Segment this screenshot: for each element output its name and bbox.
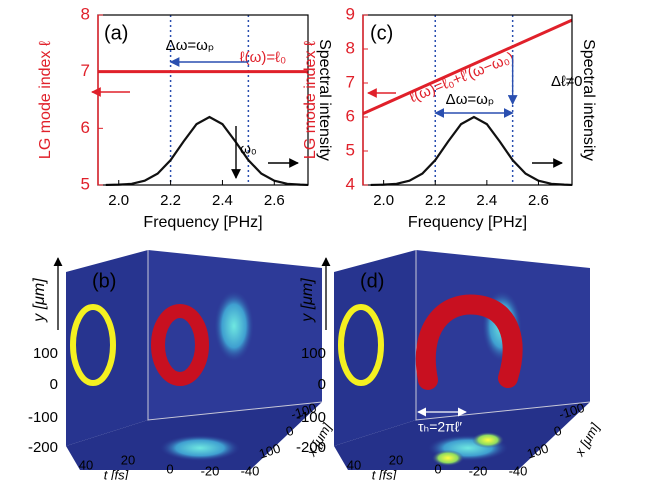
x-tick-label: 2.0 (108, 192, 129, 209)
y-axis-label: y [μm] (31, 278, 48, 323)
z-axis-label: t [fs] (104, 467, 129, 480)
y-tick-label: -200 (28, 439, 58, 456)
z-tick-label: 0 (434, 461, 441, 476)
projection-glow (214, 290, 254, 362)
z-tick-label: 0 (166, 461, 173, 476)
annotation: ℓ(ω)=ℓ₀ (240, 49, 286, 66)
projection-ring (338, 304, 384, 386)
z-tick-label: 20 (121, 452, 135, 467)
y-tick-label: 5 (346, 140, 355, 159)
z-tick-label: -20 (469, 463, 488, 478)
back-wall (334, 250, 416, 446)
x-tick-label: 2.4 (212, 192, 233, 209)
x-tick-label: 2.2 (425, 192, 446, 209)
z-tick-label: 40 (347, 457, 361, 472)
box-edge (147, 250, 323, 421)
y-tick-label: 8 (81, 4, 90, 23)
x-tick-label: 0 (284, 423, 296, 440)
z-tick-label: -40 (241, 463, 260, 478)
y-tick-label: 9 (346, 4, 355, 23)
annotation: τₕ=2πℓ′ (418, 419, 462, 435)
x-tick-label: 2.2 (160, 192, 181, 209)
y-tick-label: 7 (346, 72, 355, 91)
y-tick-label: -200 (296, 439, 326, 456)
x-tick-label: 100 (257, 441, 282, 462)
y-axis-label: LG mode index ℓ (302, 41, 319, 159)
annotation: (c) (370, 22, 393, 44)
projection-glow (432, 450, 464, 466)
series-line (370, 115, 573, 187)
annotation: Δω=ωₚ (166, 37, 215, 54)
y-tick-label: 0 (50, 376, 58, 393)
panel-label: (b) (92, 270, 116, 292)
x-tick-label: 2.6 (528, 192, 549, 209)
x-tick-label: 100 (525, 441, 550, 462)
box-edge (415, 250, 591, 421)
annotation: Δℓ≠0 (551, 73, 582, 90)
x-tick-label: 0 (552, 423, 564, 440)
y-axis-label: LG mode index ℓ (37, 41, 54, 159)
torus (415, 294, 523, 390)
x-axis-label: Frequency [PHz] (143, 214, 262, 231)
annotation: (a) (104, 22, 128, 44)
y-tick-label: 4 (346, 174, 355, 193)
back-wall (66, 250, 148, 446)
x-axis-label: x [μm] (571, 420, 602, 459)
y-tick-label: 100 (301, 345, 326, 362)
y-tick-label: -100 (296, 409, 326, 426)
y2-axis-label: Spectral intensity (316, 39, 333, 161)
annotation: ω₀ (240, 141, 257, 157)
y-axis-label: y [μm] (299, 278, 316, 323)
y-tick-label: 6 (346, 106, 355, 125)
x-tick-label: 2.6 (264, 192, 285, 209)
y-tick-label: 6 (81, 118, 90, 137)
y-tick-label: -100 (28, 409, 58, 426)
projection-glow (472, 432, 504, 448)
z-tick-label: -20 (201, 463, 220, 478)
z-tick-label: -40 (509, 463, 528, 478)
y2-axis-label: Spectral intensity (580, 39, 597, 161)
panel-label: (d) (360, 270, 384, 292)
series-line (362, 18, 573, 115)
x-axis-label: Frequency [PHz] (408, 214, 527, 231)
series-line (105, 115, 309, 187)
y-tick-label: 7 (81, 61, 90, 80)
y-tick-label: 8 (346, 38, 355, 57)
x-tick-label: 2.4 (476, 192, 497, 209)
z-tick-label: 20 (389, 452, 403, 467)
projection-ring (70, 304, 116, 386)
z-axis-label: t [fs] (372, 467, 397, 480)
annotation: Δω=ωₚ (446, 91, 495, 108)
y-tick-label: 100 (33, 345, 58, 362)
y-tick-label: 0 (318, 376, 326, 393)
projection-glow (160, 435, 240, 461)
z-tick-label: 40 (79, 457, 93, 472)
torus (151, 304, 209, 386)
x-tick-label: 2.0 (373, 192, 394, 209)
y-tick-label: 5 (81, 174, 90, 193)
